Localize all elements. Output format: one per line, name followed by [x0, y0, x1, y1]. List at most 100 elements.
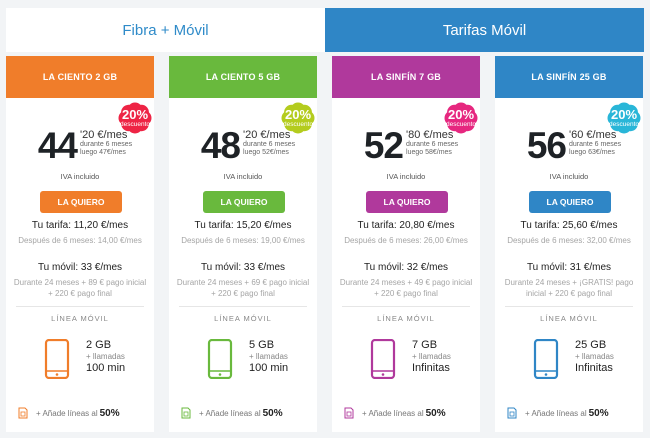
- calls-label: + llamadas: [86, 352, 125, 361]
- flower-badge-icon: [281, 102, 315, 134]
- price-detail: '80 €/mes durante 6 meses luego 58€/mes: [406, 129, 480, 157]
- data-allowance: 7 GB: [412, 339, 438, 351]
- linea-movil-label: LÍNEA MÓVIL: [540, 314, 598, 323]
- minutes: Infinitas: [412, 362, 450, 374]
- price-decimal: '60 €/mes: [569, 129, 617, 141]
- data-allowance: 5 GB: [249, 339, 275, 351]
- promo-after: luego 52€/mes: [243, 149, 289, 156]
- movil-price: Tu móvil: 32 €/mes: [363, 262, 449, 273]
- divider: [179, 306, 307, 307]
- minutes: 100 min: [86, 362, 126, 374]
- linea-movil-label: LÍNEA MÓVIL: [214, 314, 272, 323]
- la-quiero-button[interactable]: LA QUIERO: [366, 191, 448, 213]
- price-integer: 52: [363, 125, 404, 166]
- tarifa-text: Tu tarifa: 20,80 €/mes: [357, 220, 455, 231]
- sim-card-icon: [18, 407, 28, 419]
- plan-tabs: Fibra + Móvil Tarifas Móvil: [6, 8, 644, 52]
- plan-card: LA SINFÍN 25 GB 20% descuento 56 '60 €/m…: [495, 56, 643, 432]
- divider: [505, 306, 633, 307]
- tab-fibra-movil[interactable]: Fibra + Móvil: [6, 8, 325, 52]
- price: 48 '20 €/mes durante 6 meses luego 52€/m…: [169, 126, 317, 166]
- add-lines-link[interactable]: + Añade líneas al 50%: [344, 406, 480, 420]
- price-integer: 44: [37, 125, 78, 166]
- tarifa-text: Tu tarifa: 25,60 €/mes: [520, 220, 618, 231]
- movil-price: Tu móvil: 31 €/mes: [526, 262, 612, 273]
- la-quiero-button[interactable]: LA QUIERO: [529, 191, 611, 213]
- payment-terms: Durante 24 meses + 49 € pago inicial + 2…: [339, 278, 473, 298]
- price-integer: 48: [200, 125, 241, 166]
- line-specs: 2 GB + llamadas 100 min: [86, 339, 154, 375]
- la-quiero-button[interactable]: LA QUIERO: [40, 191, 122, 213]
- price-detail: '20 €/mes durante 6 meses luego 52€/mes: [243, 129, 317, 157]
- promo-after: luego 63€/mes: [569, 149, 615, 156]
- plan-header: LA SINFÍN 7 GB: [332, 56, 480, 98]
- price-integer: 56: [526, 125, 567, 166]
- linea-movil-label: LÍNEA MÓVIL: [377, 314, 435, 323]
- price: 56 '60 €/mes durante 6 meses luego 63€/m…: [495, 126, 643, 166]
- tab-tarifas-movil[interactable]: Tarifas Móvil: [325, 8, 644, 52]
- price-decimal: '20 €/mes: [243, 129, 291, 141]
- add-lines-percent: 50%: [262, 407, 283, 419]
- add-lines-text: + Añade líneas al: [199, 408, 261, 418]
- plan-header: LA SINFÍN 25 GB: [495, 56, 643, 98]
- plan-card: LA CIENTO 5 GB 20% descuento 48 '20 €/me…: [169, 56, 317, 432]
- badge-text: descuento: [609, 121, 639, 128]
- add-lines-link[interactable]: + Añade líneas al 50%: [181, 406, 317, 420]
- divider: [342, 306, 470, 307]
- add-lines-text: + Añade líneas al: [525, 408, 587, 418]
- plan-cards: LA CIENTO 2 GB 20% descuento 44 '20 €/me…: [6, 56, 644, 432]
- plan-card: LA CIENTO 2 GB 20% descuento 44 '20 €/me…: [6, 56, 154, 432]
- badge-percent: 20%: [121, 107, 149, 122]
- data-allowance: 2 GB: [86, 339, 112, 351]
- payment-terms: Durante 24 meses + ¡GRATIS! pago inicial…: [504, 278, 634, 298]
- promo-duration: durante 6 meses: [406, 141, 459, 148]
- badge-percent: 20%: [610, 107, 638, 122]
- iva-note: IVA incluido: [386, 172, 426, 181]
- payment-terms: Durante 24 meses + 69 € pago inicial + 2…: [176, 278, 310, 298]
- badge-text: descuento: [446, 121, 476, 128]
- price: 52 '80 €/mes durante 6 meses luego 58€/m…: [332, 126, 480, 166]
- despues-text: Después de 6 meses: 14,00 €/mes: [18, 236, 142, 245]
- linea-movil-label: LÍNEA MÓVIL: [51, 314, 109, 323]
- promo-after: luego 58€/mes: [406, 149, 452, 156]
- discount-badge: 20% descuento: [605, 102, 643, 134]
- flower-badge-icon: [607, 102, 641, 134]
- la-quiero-button[interactable]: LA QUIERO: [203, 191, 285, 213]
- add-lines-link[interactable]: + Añade líneas al 50%: [507, 406, 643, 420]
- sim-card-icon: [507, 407, 517, 419]
- add-lines-text: + Añade líneas al: [362, 408, 424, 418]
- line-specs: 5 GB + llamadas 100 min: [249, 339, 317, 375]
- minutes: Infinitas: [575, 362, 613, 374]
- calls-label: + llamadas: [249, 352, 288, 361]
- price-detail: '20 €/mes durante 6 meses luego 47€/mes: [80, 129, 154, 157]
- sim-card-icon: [344, 407, 354, 419]
- badge-text: descuento: [120, 121, 150, 128]
- price-decimal: '20 €/mes: [80, 129, 128, 141]
- promo-duration: durante 6 meses: [80, 141, 133, 148]
- payment-terms: Durante 24 meses + 89 € pago inicial + 2…: [13, 278, 147, 298]
- movil-price: Tu móvil: 33 €/mes: [200, 262, 286, 273]
- despues-text: Después de 6 meses: 32,00 €/mes: [507, 236, 631, 245]
- iva-note: IVA incluido: [60, 172, 100, 181]
- badge-percent: 20%: [447, 107, 475, 122]
- promo-duration: durante 6 meses: [569, 141, 622, 148]
- discount-badge: 20% descuento: [279, 102, 317, 134]
- promo-after: luego 47€/mes: [80, 149, 126, 156]
- minutes: 100 min: [249, 362, 289, 374]
- despues-text: Después de 6 meses: 26,00 €/mes: [344, 236, 468, 245]
- despues-text: Después de 6 meses: 19,00 €/mes: [181, 236, 305, 245]
- flower-badge-icon: [444, 102, 478, 134]
- add-lines-percent: 50%: [425, 407, 446, 419]
- flower-badge-icon: [118, 102, 152, 134]
- discount-badge: 20% descuento: [442, 102, 480, 134]
- discount-badge: 20% descuento: [116, 102, 154, 134]
- add-lines-link[interactable]: + Añade líneas al 50%: [18, 406, 154, 420]
- phone-icon: [207, 339, 233, 379]
- sim-card-icon: [181, 407, 191, 419]
- divider: [16, 306, 144, 307]
- phone-icon: [533, 339, 559, 379]
- data-allowance: 25 GB: [575, 339, 607, 351]
- phone-icon: [370, 339, 396, 379]
- promo-duration: durante 6 meses: [243, 141, 296, 148]
- add-lines-text: + Añade líneas al: [36, 408, 98, 418]
